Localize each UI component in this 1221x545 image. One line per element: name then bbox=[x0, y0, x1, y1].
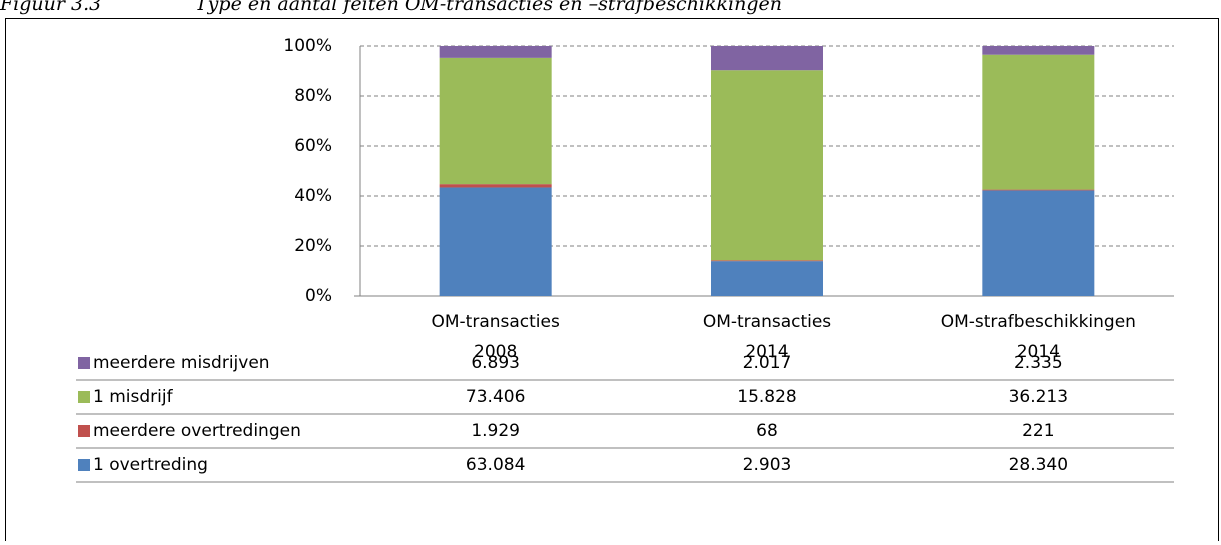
bar-segment bbox=[711, 261, 823, 296]
bar-segment bbox=[711, 46, 823, 71]
table-cell: 28.340 bbox=[1009, 455, 1068, 475]
bar-segment bbox=[439, 46, 552, 58]
bar-segment bbox=[439, 187, 552, 296]
table-cell: 6.893 bbox=[471, 353, 520, 373]
legend-swatch bbox=[78, 391, 90, 403]
x-tick-label: OM-transacties bbox=[431, 312, 559, 332]
y-tick-label: 100% bbox=[283, 36, 332, 56]
bar-segment bbox=[711, 260, 823, 262]
legend-swatch bbox=[78, 357, 90, 369]
legend-label: 1 misdrijf bbox=[93, 387, 174, 407]
bar-segment bbox=[982, 189, 1095, 191]
x-tick-label: 2014 bbox=[1017, 342, 1060, 362]
bar-segment bbox=[439, 57, 552, 185]
table-cell: 63.084 bbox=[466, 455, 525, 475]
bar-segment bbox=[982, 190, 1095, 296]
table-cell: 2.017 bbox=[743, 353, 792, 373]
bar-segment bbox=[982, 46, 1095, 55]
legend-swatch bbox=[78, 459, 90, 471]
table-cell: 15.828 bbox=[737, 387, 796, 407]
x-tick-label: 2008 bbox=[474, 342, 517, 362]
y-tick-label: 20% bbox=[294, 236, 332, 256]
legend-label: 1 overtreding bbox=[93, 455, 208, 475]
y-tick-label: 0% bbox=[305, 286, 332, 306]
table-cell: 1.929 bbox=[471, 421, 520, 441]
y-tick-label: 60% bbox=[294, 136, 332, 156]
bar-segment bbox=[439, 184, 552, 188]
table-cell: 2.903 bbox=[743, 455, 792, 475]
table-cell: 68 bbox=[756, 421, 778, 441]
table-cell: 2.335 bbox=[1014, 353, 1063, 373]
bar-segment bbox=[711, 70, 823, 261]
table-cell: 36.213 bbox=[1009, 387, 1068, 407]
x-tick-label: OM-strafbeschikkingen bbox=[941, 312, 1136, 332]
y-tick-label: 40% bbox=[294, 186, 332, 206]
table-cell: 221 bbox=[1022, 421, 1054, 441]
legend-swatch bbox=[78, 425, 90, 437]
chart-title: Figuur 3.3 bbox=[0, 0, 101, 15]
frame bbox=[5, 18, 1219, 545]
table-cell: 73.406 bbox=[466, 387, 525, 407]
legend-label: meerdere overtredingen bbox=[93, 421, 301, 441]
y-tick-label: 80% bbox=[294, 86, 332, 106]
x-tick-label: 2014 bbox=[745, 342, 788, 362]
legend-label: meerdere misdrijven bbox=[93, 353, 270, 373]
x-tick-label: OM-transacties bbox=[703, 312, 831, 332]
bar-segment bbox=[982, 54, 1095, 190]
chart-subtitle: Type en aantal feiten OM-transacties en … bbox=[195, 0, 782, 15]
